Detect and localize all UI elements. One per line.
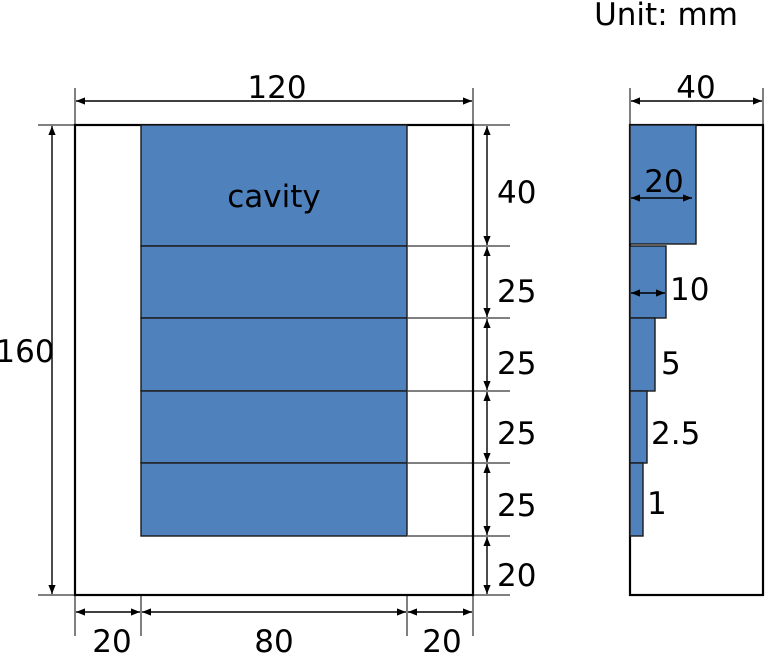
front-width-label: 120 xyxy=(247,70,306,106)
cavity-block-4 xyxy=(140,390,408,464)
side-step-label-2: 10 xyxy=(670,272,709,308)
unit-label: Unit: mm xyxy=(594,0,738,33)
right-dim-label-6: 20 xyxy=(497,558,536,594)
side-step-label-4: 2.5 xyxy=(651,416,700,452)
side-width-label: 40 xyxy=(676,70,715,106)
side-step-label-3: 5 xyxy=(661,346,681,382)
side-step-label-5: 1 xyxy=(647,486,667,522)
right-dim-label-3: 25 xyxy=(497,346,536,382)
side-step-3 xyxy=(629,317,656,392)
cavity-block-2 xyxy=(140,245,408,319)
bottom-dim-label-right: 20 xyxy=(422,624,461,656)
front-view: cavity 120 160 20 80 20 xyxy=(0,70,536,656)
side-step-label-1: 20 xyxy=(644,164,683,200)
cavity-block-3 xyxy=(140,317,408,392)
side-step-4 xyxy=(629,390,648,464)
front-height-label: 160 xyxy=(0,334,55,370)
bottom-dim-label-middle: 80 xyxy=(254,624,293,656)
bottom-dim-label-left: 20 xyxy=(92,624,131,656)
side-step-5 xyxy=(629,462,644,537)
cavity-block-5 xyxy=(140,462,408,537)
right-dim-label-5: 25 xyxy=(497,488,536,524)
side-step-1 xyxy=(629,124,697,245)
cavity-block-1 xyxy=(140,124,408,247)
right-dim-label-2: 25 xyxy=(497,274,536,310)
side-view: 40 20 10 5 2.5 1 xyxy=(628,70,765,597)
cavity-label: cavity xyxy=(227,179,321,215)
side-step-2 xyxy=(629,245,667,319)
right-dim-label-4: 25 xyxy=(497,416,536,452)
right-dim-label-1: 40 xyxy=(497,175,536,211)
